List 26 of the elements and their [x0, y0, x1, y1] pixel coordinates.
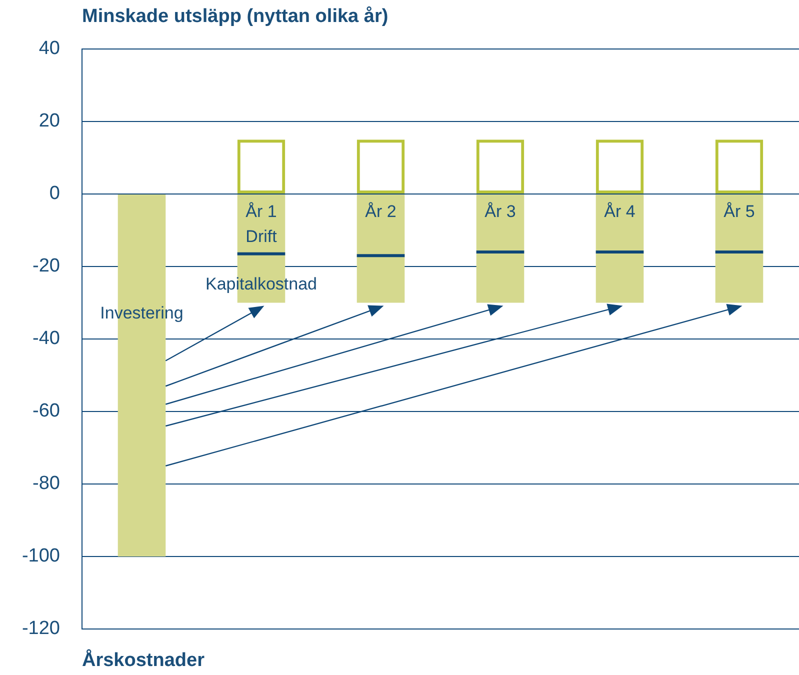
x-tick-label: År 2 [365, 202, 396, 221]
x-tick-label: År 1 [246, 202, 277, 221]
y-tick-label: 20 [38, 110, 60, 132]
bar [476, 252, 524, 303]
bar [596, 252, 644, 303]
y-tick-label: -20 [32, 256, 60, 277]
y-tick-label: -40 [32, 328, 60, 350]
bar [715, 252, 764, 303]
x-axis-title: Årskostnader [82, 650, 204, 672]
bar [596, 194, 644, 252]
y-tick-label: -60 [32, 400, 60, 422]
bar [356, 194, 405, 256]
x-tick-label: År 3 [484, 202, 516, 221]
y-tick-label: 0 [49, 183, 60, 204]
x-tick-label: År 5 [724, 202, 755, 221]
bar [476, 194, 524, 252]
y-tick-label: -100 [22, 546, 60, 567]
y-tick-label: 40 [38, 38, 60, 60]
y-tick-label: -120 [22, 618, 60, 640]
series-label: Kapitalkostnad [205, 274, 318, 294]
series-label: Drift [246, 227, 278, 246]
x-tick-label: År 4 [604, 202, 636, 221]
bar [356, 256, 405, 303]
y-tick-label: -80 [32, 473, 60, 494]
chart-title: Minskade utsläpp (nyttan olika år) [82, 6, 388, 28]
bar [715, 194, 764, 252]
